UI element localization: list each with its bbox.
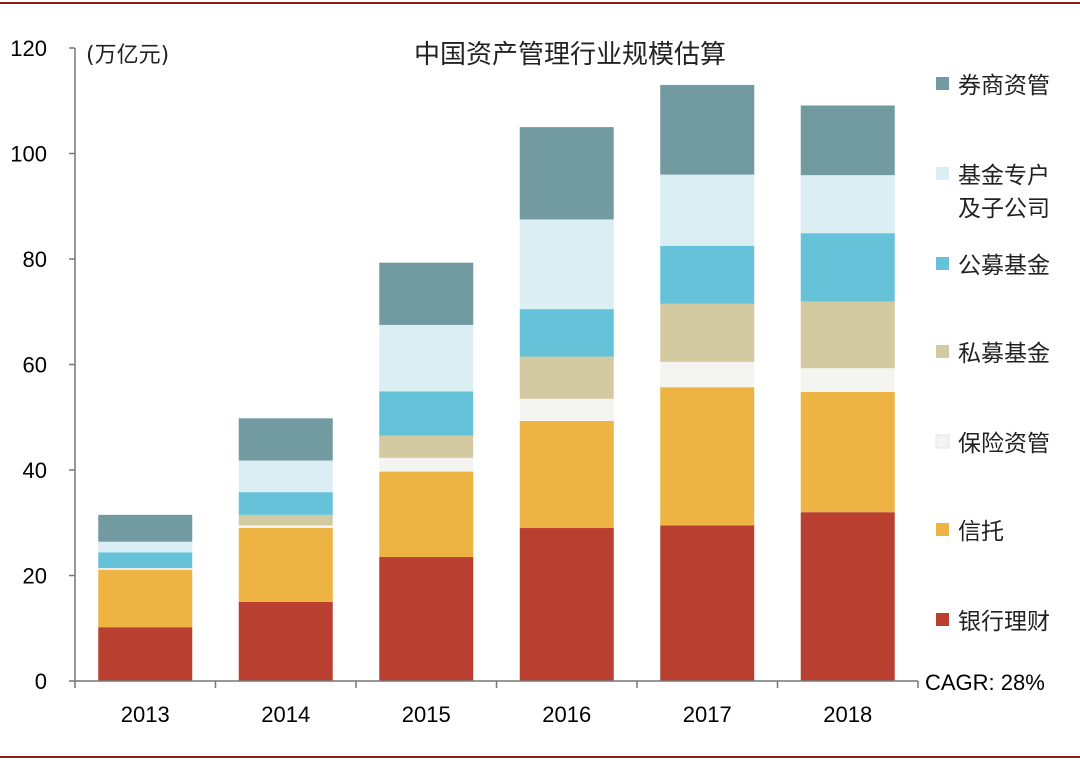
y-tick-label: 0 bbox=[35, 669, 47, 694]
legend-swatch bbox=[936, 613, 949, 626]
bottom-border bbox=[0, 756, 1080, 758]
legend-swatch bbox=[936, 167, 949, 180]
legend-label: 保险资管 bbox=[958, 431, 1050, 457]
bar-2016-series-0 bbox=[519, 528, 614, 681]
bar-2016-series-6 bbox=[519, 127, 614, 220]
y-tick-label: 60 bbox=[23, 353, 47, 378]
bar-2014-series-0 bbox=[238, 601, 333, 681]
bar-2015-series-3 bbox=[379, 435, 474, 458]
bar-2017-series-4 bbox=[660, 245, 755, 304]
bar-2017-series-2 bbox=[660, 361, 755, 388]
bar-2014-series-3 bbox=[238, 514, 333, 526]
bar-2014-series-5 bbox=[238, 460, 333, 493]
bar-2014-series-1 bbox=[238, 528, 333, 602]
bar-2014-series-4 bbox=[238, 492, 333, 515]
cagr-annotation: CAGR: 28% bbox=[925, 670, 1045, 695]
y-tick-label: 20 bbox=[23, 564, 47, 589]
bar-2018-series-4 bbox=[800, 233, 895, 302]
legend-label: 及子公司 bbox=[958, 196, 1050, 222]
legend-label: 基金专户 bbox=[958, 163, 1050, 189]
bar-2014-series-6 bbox=[238, 418, 333, 461]
bar-2017-series-5 bbox=[660, 174, 755, 246]
bar-2013-series-0 bbox=[98, 627, 193, 681]
legend-swatch bbox=[936, 345, 949, 358]
bar-2013-series-6 bbox=[98, 514, 193, 542]
bar-2013-series-2 bbox=[98, 568, 193, 570]
bar-2013-series-1 bbox=[98, 569, 193, 628]
legend-item-1: 信托 bbox=[936, 519, 1004, 545]
x-tick-label: 2015 bbox=[402, 702, 451, 727]
bar-2014-series-2 bbox=[238, 525, 333, 529]
bar-2018-series-6 bbox=[800, 105, 895, 176]
bar-2016-series-4 bbox=[519, 309, 614, 357]
unit-label: (万亿元) bbox=[86, 43, 169, 68]
bar-2018-series-1 bbox=[800, 391, 895, 513]
x-tick-label: 2016 bbox=[542, 702, 591, 727]
legend-item-0: 银行理财 bbox=[936, 609, 1050, 635]
legend-item-4: 公募基金 bbox=[936, 253, 1050, 279]
bar-2016-series-5 bbox=[519, 219, 614, 310]
x-tick-label: 2017 bbox=[683, 702, 732, 727]
bar-2016-series-1 bbox=[519, 420, 614, 529]
bars-group bbox=[98, 84, 895, 681]
legend-label: 银行理财 bbox=[958, 609, 1050, 635]
bar-2015-series-4 bbox=[379, 391, 474, 436]
bar-2015-series-0 bbox=[379, 557, 474, 681]
legend-label: 公募基金 bbox=[958, 253, 1050, 279]
y-tick-label: 100 bbox=[10, 142, 47, 167]
y-tick-label: 120 bbox=[10, 36, 47, 61]
bar-2017-series-1 bbox=[660, 387, 755, 526]
bar-2015-series-1 bbox=[379, 471, 474, 558]
legend-label: 信托 bbox=[958, 519, 1004, 545]
bar-2018-series-0 bbox=[800, 512, 895, 681]
legend-swatch bbox=[936, 77, 949, 90]
bar-2018-series-5 bbox=[800, 175, 895, 234]
bar-2015-series-2 bbox=[379, 457, 474, 472]
bar-2017-series-6 bbox=[660, 84, 755, 175]
x-tick-label: 2013 bbox=[121, 702, 170, 727]
legend-item-2: 保险资管 bbox=[935, 431, 1050, 457]
bar-2018-series-3 bbox=[800, 301, 895, 369]
legend-swatch bbox=[936, 523, 949, 536]
y-tick-label: 40 bbox=[23, 458, 47, 483]
legend-item-6: 券商资管 bbox=[936, 73, 1050, 99]
legend-swatch bbox=[935, 434, 950, 449]
chart-title: 中国资产管理行业规模估算 bbox=[414, 40, 726, 70]
bar-2016-series-2 bbox=[519, 398, 614, 421]
bar-2016-series-3 bbox=[519, 356, 614, 399]
y-tick-label: 80 bbox=[23, 247, 47, 272]
bar-2017-series-0 bbox=[660, 525, 755, 681]
bar-2013-series-5 bbox=[98, 541, 193, 553]
legend-label: 券商资管 bbox=[958, 73, 1050, 99]
top-border bbox=[0, 2, 1080, 4]
legend-label: 私募基金 bbox=[958, 341, 1050, 367]
legend-item-3: 私募基金 bbox=[936, 341, 1050, 367]
bar-2018-series-2 bbox=[800, 368, 895, 392]
bar-2013-series-4 bbox=[98, 552, 193, 569]
x-tick-label: 2014 bbox=[261, 702, 310, 727]
bar-2015-series-5 bbox=[379, 324, 474, 392]
axes-group: 0 20 40 60 80 100 120 2013 2014 2015 2016 2017 2018 bbox=[10, 36, 919, 727]
legend-swatch bbox=[936, 257, 949, 270]
bar-2017-series-3 bbox=[660, 303, 755, 362]
x-tick-label: 2018 bbox=[823, 702, 872, 727]
bar-2015-series-6 bbox=[379, 262, 474, 325]
